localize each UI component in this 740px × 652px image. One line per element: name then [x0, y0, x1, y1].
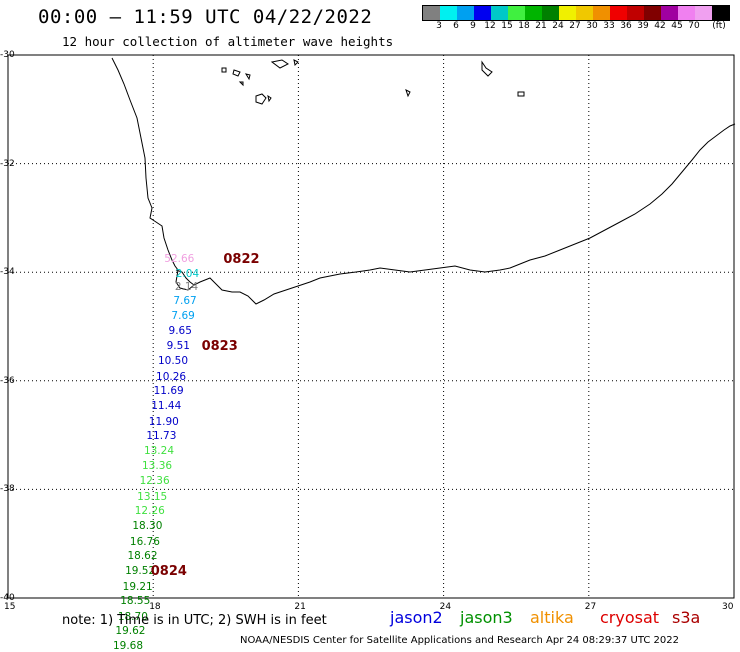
swh-value: 9.51: [166, 340, 190, 353]
legend-swatch: [627, 6, 644, 20]
latitude-label: -32: [0, 158, 15, 169]
offshore-islands: [221, 59, 525, 105]
map-subtitle: 12 hour collection of altimeter wave hei…: [62, 34, 394, 49]
lat-lon-grid: [8, 55, 734, 598]
longitude-label: 27: [584, 602, 597, 612]
legend-label: 9: [470, 21, 476, 31]
legend-label: (ft): [712, 21, 726, 31]
legend-label: 6: [453, 21, 459, 31]
swh-value: 19.21: [122, 580, 153, 593]
swh-value: 18.55: [120, 595, 151, 608]
legend-swatch: [457, 6, 474, 20]
credit-footer: NOAA/NESDIS Center for Satellite Applica…: [240, 635, 679, 646]
swh-value: 19.68: [112, 640, 144, 652]
legend-swatch: [678, 6, 695, 20]
swh-value: 12.36: [139, 475, 170, 488]
swh-value: 13.24: [143, 445, 174, 458]
satellite-label: cryosat: [600, 608, 660, 627]
longitude-label: 24: [439, 602, 452, 612]
latitude-label: -34: [0, 267, 15, 278]
color-legend-bar: [422, 5, 730, 21]
swh-value: 19.52: [125, 565, 156, 578]
track-time-stamp: 0823: [201, 339, 238, 355]
track-time-stamp: 0822: [223, 252, 260, 268]
satellite-label: altika: [530, 608, 574, 627]
swh-value: 52.66: [164, 253, 195, 266]
swh-value: 13.15: [137, 490, 168, 503]
map-title: 00:00 – 11:59 UTC 04/22/2022: [38, 6, 373, 28]
swh-value: 13.36: [142, 460, 173, 473]
legend-label: 70: [688, 21, 700, 31]
satellite-label: jason3: [460, 608, 513, 627]
legend-swatch: [542, 6, 559, 20]
legend-label: 12: [484, 21, 496, 31]
legend-swatch: [661, 6, 678, 20]
swh-value: 11.69: [153, 385, 184, 398]
latitude-label: -40: [0, 593, 15, 603]
legend-label: 21: [535, 21, 547, 31]
legend-swatch: [491, 6, 508, 20]
legend-swatch: [576, 6, 593, 20]
latitude-label: -30: [0, 50, 15, 60]
satellite-label: jason2: [390, 608, 443, 627]
legend-swatch: [559, 6, 576, 20]
legend-label: 33: [603, 21, 615, 31]
longitude-label: 15: [4, 602, 16, 612]
swh-value: 18.62: [127, 550, 158, 563]
plot-frame: [7, 54, 735, 599]
swh-value: 11.73: [146, 430, 177, 443]
legend-label: 27: [569, 21, 581, 31]
legend-label: 42: [654, 21, 666, 31]
legend-swatch: [644, 6, 661, 20]
longitude-label: 21: [294, 602, 306, 612]
legend-label: 18: [518, 21, 530, 31]
swh-value: 9.65: [168, 325, 192, 338]
swh-value: 11.44: [151, 400, 182, 413]
legend-label: 39: [637, 21, 649, 31]
latitude-label: -38: [0, 484, 15, 495]
swh-value: 12.26: [134, 505, 165, 518]
legend-swatch: [440, 6, 457, 20]
legend-swatch: [508, 6, 525, 20]
legend-swatch: [525, 6, 542, 20]
longitude-label: 30: [722, 602, 734, 612]
swh-value: 10.50: [157, 355, 189, 368]
units-note: note: 1) Time is in UTC; 2) SWH is in fe…: [62, 613, 327, 628]
swh-value: 18.30: [132, 520, 163, 533]
latitude-label: -36: [0, 375, 15, 386]
coastline-cape-peninsula: [175, 269, 195, 286]
legend-swatch: [695, 6, 712, 20]
longitude-label: 18: [149, 602, 161, 612]
swh-value: 7.67: [173, 295, 197, 308]
coastline: [111, 57, 736, 305]
legend-swatch: [712, 6, 729, 20]
legend-label: 36: [620, 21, 632, 31]
satellite-label: s3a: [672, 608, 701, 627]
legend-swatch: [423, 6, 440, 20]
legend-label: 24: [552, 21, 564, 31]
legend-label: 3: [436, 21, 442, 31]
swh-value: 19.62: [115, 625, 146, 638]
track-time-stamp: 0824: [150, 564, 187, 580]
legend-label: 15: [501, 21, 513, 31]
swh-value: 2.04: [175, 267, 200, 280]
swh-value: 11.90: [148, 415, 179, 428]
legend-swatch: [474, 6, 491, 20]
legend-label: 45: [671, 21, 683, 31]
swh-value: 18.70: [117, 610, 148, 623]
legend-swatch: [593, 6, 610, 20]
swh-value: 16.76: [129, 535, 160, 548]
swh-value: 2.14: [174, 280, 199, 293]
swh-value: 10.26: [156, 370, 187, 383]
swh-value: 7.69: [171, 310, 195, 323]
color-legend-labels: 3 6 9 12 15 18 21 24 27 30 33 36 39 42 45 70 (ft): [422, 21, 740, 33]
legend-swatch: [610, 6, 627, 20]
legend-label: 30: [586, 21, 598, 31]
